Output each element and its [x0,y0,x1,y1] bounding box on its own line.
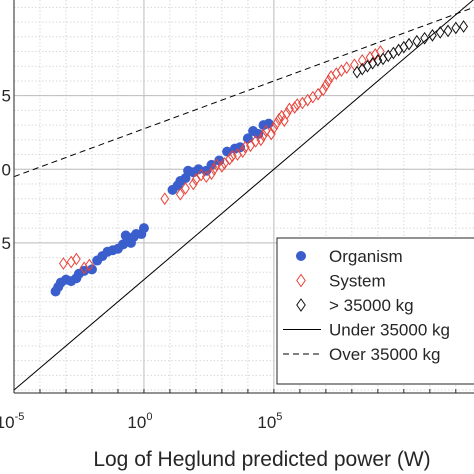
data-point [220,157,229,170]
data-point [256,133,266,147]
fit-line [14,6,474,178]
grid [13,0,474,393]
data-point [420,31,430,45]
data-point [272,117,281,131]
y-tick-label: 0 [2,160,11,179]
data-point [212,158,222,172]
data-point [196,168,206,182]
data-point [79,265,90,276]
data-point [290,101,300,114]
data-point [342,61,352,75]
data-point [188,177,198,191]
data-point [404,37,414,51]
data-point [191,173,201,186]
data-point [357,53,367,67]
legend-marker [296,251,306,261]
x-tick-label: 10-5 [0,411,24,432]
data-point [459,20,469,33]
fit-line [14,0,474,391]
x-tick-label: 105 [257,411,282,432]
legend: Organism System > 35000 kg Under 35000 kg Ov… [276,237,474,385]
data-point [285,102,294,116]
data-point [227,149,237,163]
data-point [209,162,219,176]
data-point [246,139,255,153]
y-tick-label: 5 [2,234,11,253]
data-point [435,26,445,39]
legend-label: Under 35000 kg [329,321,450,340]
data-point [86,264,97,275]
data-point [324,74,333,88]
data-point [238,145,248,158]
data-point [428,28,437,42]
data-point [193,164,204,175]
data-point [214,155,225,166]
data-point [261,124,271,138]
data-point [282,106,292,120]
legend-marker [296,298,306,312]
data-point [217,159,227,173]
data-point [274,112,284,126]
y-tick-label: 5 [2,87,11,106]
data-point [84,258,94,272]
legend-box [276,237,474,385]
data-point [175,187,185,201]
axes: 10-5 100 105 5 0 5 [0,0,474,432]
data-point [138,223,149,234]
data-point [251,134,261,148]
legend-label: Over 35000 kg [329,345,441,364]
x-tick-label: 100 [127,411,152,432]
data-point [259,129,268,142]
legend-label: System [329,272,386,291]
data-point [206,159,217,170]
fit-lines [14,0,474,391]
data-point [207,167,216,181]
data-point [269,121,279,135]
legend-marker [296,273,306,288]
x-axis-label: Log of Heglund predicted power (W) [93,448,430,471]
data-point [443,24,453,38]
data-point [292,98,302,111]
legend-label: > 35000 kg [329,296,414,315]
data-point [266,127,276,141]
legend-label: Organism [329,247,403,266]
data-points [50,20,469,297]
data-point [58,257,68,270]
data-point [71,252,81,266]
data-point [373,53,383,67]
data-point [225,152,235,166]
data-point [181,182,190,195]
data-point [321,78,331,92]
data-point [240,140,250,154]
data-point [451,21,461,35]
data-point [160,192,170,206]
data-point [313,87,323,101]
data-point [318,83,328,97]
data-point [412,34,422,48]
